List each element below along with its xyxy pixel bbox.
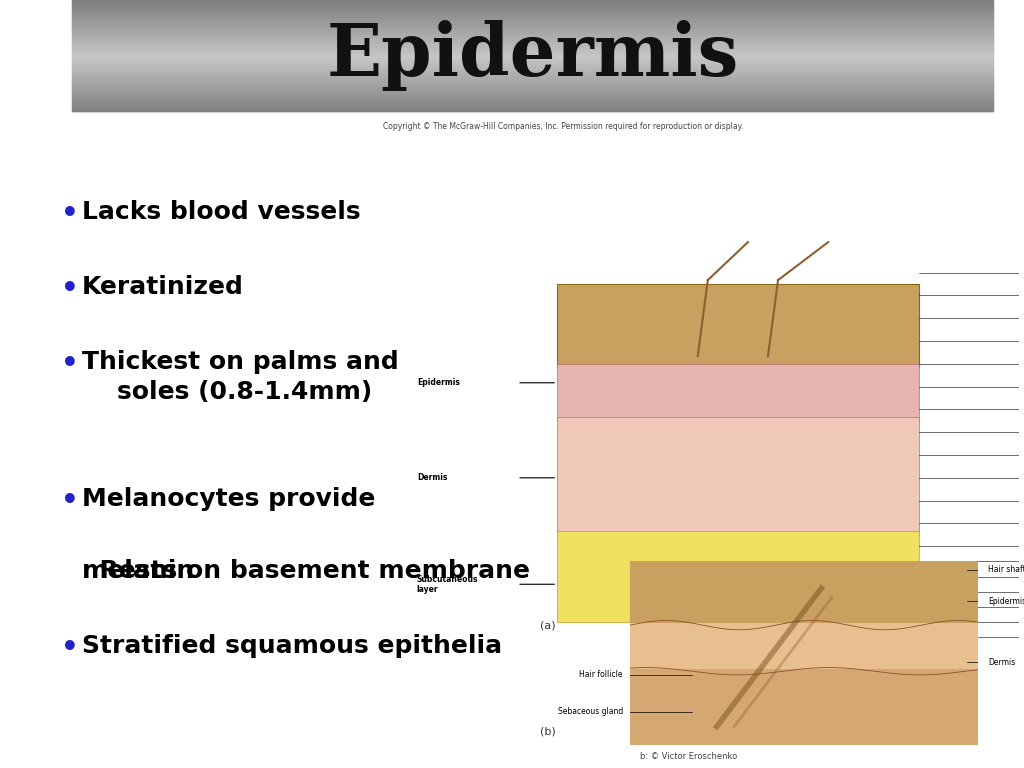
Bar [557,417,919,535]
Text: Dermis: Dermis [988,657,1016,667]
Text: Hair shaft: Hair shaft [988,565,1024,574]
Text: Epidermis: Epidermis [327,20,738,91]
Text: Stratified squamous epithelia: Stratified squamous epithelia [82,634,502,658]
Text: •: • [61,275,79,303]
Text: melanin: melanin [82,559,196,583]
Bar [557,531,919,622]
Text: Lacks blood vessels: Lacks blood vessels [82,200,360,223]
Text: Melanocytes provide: Melanocytes provide [82,487,375,511]
Text: •: • [61,634,79,662]
Text: •: • [61,200,79,227]
Text: Thickest on palms and
    soles (0.8-1.4mm): Thickest on palms and soles (0.8-1.4mm) [82,350,398,403]
Text: Copyright © The McGraw-Hill Companies, Inc. Permission required for reproduction: Copyright © The McGraw-Hill Companies, I… [383,122,743,131]
Text: b: © Victor Eroschenko: b: © Victor Eroschenko [640,752,737,761]
Bar [630,561,978,625]
Bar [557,284,919,368]
Text: (b): (b) [540,726,556,737]
Text: Rests on basement membrane: Rests on basement membrane [82,559,530,583]
Text: •: • [61,487,79,515]
Text: Epidermis: Epidermis [988,597,1024,606]
Bar [630,624,978,671]
Bar [630,670,978,745]
Text: (a): (a) [540,621,556,631]
Text: Hair follicle: Hair follicle [580,670,623,680]
Text: Dermis: Dermis [417,473,447,482]
Text: Subcutaneous
layer: Subcutaneous layer [417,574,478,594]
Text: •: • [61,350,79,378]
Text: Sebaceous gland: Sebaceous gland [557,707,623,717]
Bar [557,364,919,421]
Text: Keratinized: Keratinized [82,275,244,299]
Text: Epidermis: Epidermis [417,379,460,387]
